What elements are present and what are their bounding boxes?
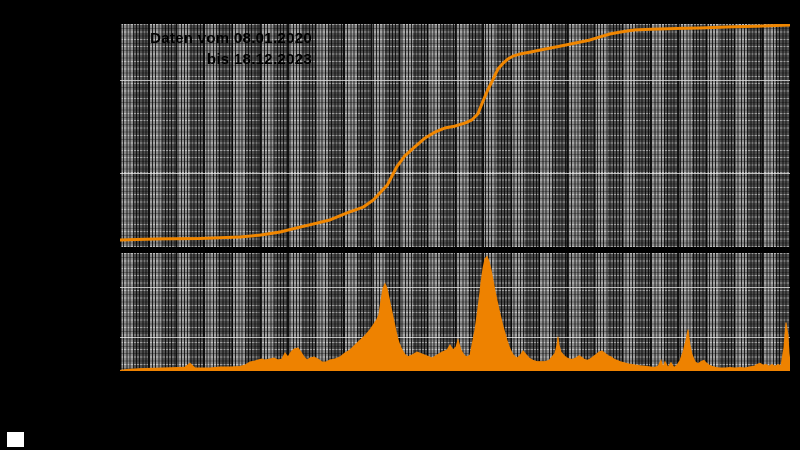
daily-plot-area bbox=[120, 253, 790, 373]
major-gridline bbox=[120, 287, 790, 288]
major-gridline bbox=[120, 80, 790, 81]
major-gridline bbox=[120, 337, 790, 338]
white-square-marker bbox=[7, 432, 24, 447]
cumulative-line-chart bbox=[120, 24, 790, 242]
major-gridline bbox=[120, 173, 790, 174]
annotation-date-from: Daten vom 08.01.2020 bbox=[150, 30, 312, 47]
annotation-date-to: bis 18.12.2023 bbox=[206, 51, 312, 68]
chart-annotation: Daten vom 08.01.2020 bis 18.12.2023 bbox=[140, 28, 312, 70]
daily-area-chart bbox=[120, 255, 790, 371]
cumulative-plot-area: Daten vom 08.01.2020 bis 18.12.2023 bbox=[120, 24, 790, 249]
